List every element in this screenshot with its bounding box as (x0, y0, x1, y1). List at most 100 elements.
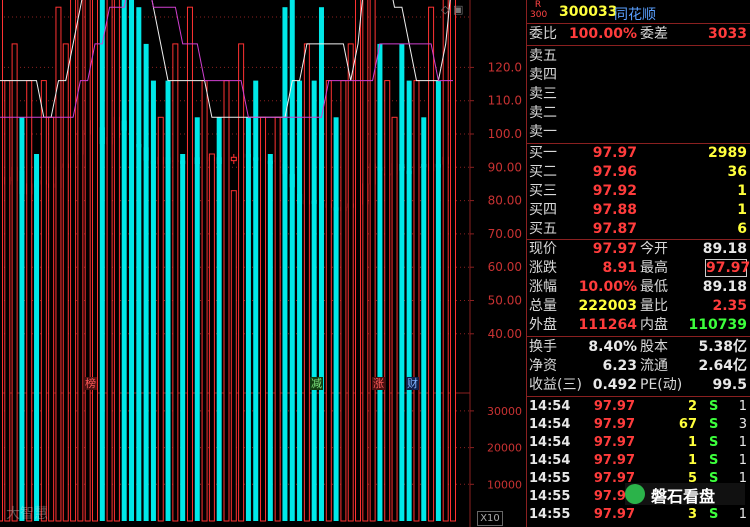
volume-bar (362, 0, 369, 522)
quote-label: 现价 (529, 241, 557, 257)
volume-bar (325, 80, 332, 522)
event-marker-cai[interactable]: 财 (406, 377, 419, 390)
stat-label: 净资 (529, 358, 557, 374)
buy-price: 97.92 (592, 183, 637, 199)
volume-bar (450, 0, 456, 522)
tick-count: 1 (738, 507, 747, 522)
watermark-text: 磐石看盘 (651, 487, 716, 506)
kline-chart[interactable]: 120.0 110.0 100.0 90.00 80.00 70.00 60.00 50.00… (0, 0, 525, 527)
volume-bar (428, 6, 435, 522)
stat-label: 股本 (640, 339, 668, 355)
tick-row: 14:55 97.97 3 S 1 (527, 506, 750, 524)
volume-bar (121, 0, 127, 522)
sell-row: 卖五 (527, 47, 750, 66)
stat-label: 流通 (640, 358, 668, 374)
tick-time: 14:55 (529, 507, 571, 522)
buy-row[interactable]: 买五 97.87 6 (527, 220, 750, 239)
tick-direction: S (709, 435, 719, 450)
volume-bar (406, 80, 412, 521)
tick-volume: 1 (687, 453, 697, 468)
volume-axis-label: 10000 (487, 478, 522, 491)
tick-volume: 3 (687, 507, 697, 522)
event-marker-bang[interactable]: 榜 (84, 377, 97, 390)
buy-row[interactable]: 买三 97.92 1 (527, 182, 750, 201)
quote-label: 内盘 (640, 317, 668, 333)
sell-label: 卖二 (529, 105, 557, 121)
volume-bar (260, 116, 267, 522)
quote-label: 最高 (640, 260, 668, 276)
quote-panel: R 300 300033 同花顺 委比 100.00% 委差 3033 卖五 卖… (526, 0, 750, 527)
volume-bar (347, 43, 354, 522)
sell-row: 卖二 (527, 104, 750, 123)
candle-body (230, 156, 237, 162)
tick-direction: S (709, 471, 719, 486)
quote-value: 10.00% (578, 279, 637, 295)
buy-price: 97.96 (592, 164, 637, 180)
volume-axis-label: 30000 (487, 405, 522, 418)
volume-bar (377, 43, 383, 522)
volume-bar (143, 43, 149, 522)
tick-row: 14:54 97.97 1 S 1 (527, 434, 750, 452)
volume-bar (129, 0, 135, 522)
quote-row: 外盘 111264 内盘 110739 (527, 316, 750, 335)
volume-multiplier-badge[interactable]: X10 (477, 511, 503, 526)
volume-bar (136, 7, 142, 521)
chart-toolbar-icons[interactable]: ◇ ▣ (441, 3, 464, 16)
volume-bar (201, 80, 208, 522)
price-axis-label: 100.0 (488, 127, 522, 141)
buy-label: 买一 (529, 145, 557, 161)
volume-bar (62, 43, 69, 522)
weibi-row: 委比 100.00% 委差 3033 (527, 25, 750, 44)
market-tag: R 300 (530, 0, 547, 20)
quote-row: 涨跌 8.91 最高 97.97 (527, 259, 750, 278)
stock-code[interactable]: 300033 (559, 4, 618, 20)
tick-direction: S (709, 507, 719, 522)
event-marker-zhang[interactable]: 涨 (372, 377, 385, 390)
tick-count: 1 (738, 435, 747, 450)
volume-bar (84, 0, 91, 522)
platform-watermark: 大智慧 (6, 506, 48, 522)
buy-row[interactable]: 买四 97.88 1 (527, 201, 750, 220)
buy-row[interactable]: 买二 97.96 36 (527, 163, 750, 182)
quote-label: 外盘 (529, 317, 557, 333)
divider (527, 45, 750, 46)
tick-price: 97.97 (593, 417, 635, 432)
tick-price: 97.97 (593, 399, 635, 414)
weibi-label: 委比 (529, 26, 557, 42)
price-axis-label: 90.00 (488, 160, 522, 174)
quote-row: 涨幅 10.00% 最低 89.18 (527, 278, 750, 297)
quote-label: 量比 (640, 298, 668, 314)
volume-bar (297, 80, 303, 521)
volume-axis-label: 20000 (487, 442, 522, 455)
sell-label: 卖四 (529, 67, 557, 83)
quote-value: 97.97 (592, 241, 637, 257)
volume-ma-line (0, 0, 451, 118)
volume-bar (413, 80, 420, 522)
event-marker-jian[interactable]: 减 (310, 377, 323, 390)
volume-bar (40, 80, 47, 522)
volume-bar (238, 43, 245, 522)
volume-bar (318, 7, 324, 521)
tick-time: 14:54 (529, 453, 571, 468)
stock-name[interactable]: 同花顺 (614, 7, 656, 23)
stat-label: 收益(三) (529, 377, 582, 393)
buy-price: 97.88 (592, 202, 637, 218)
buy-row[interactable]: 买一 97.97 2989 (527, 144, 750, 163)
price-axis-label: 70.00 (488, 227, 522, 241)
tick-row: 14:54 97.97 67 S 3 (527, 416, 750, 434)
price-axis-label: 60.00 (488, 260, 522, 274)
buy-volume: 36 (727, 164, 747, 180)
volume-bar (421, 117, 427, 522)
volume-bar (230, 190, 237, 522)
quote-value: 110739 (688, 317, 747, 333)
tick-price: 97.97 (593, 489, 635, 504)
tick-volume: 5 (687, 471, 697, 486)
market-tag-top: R (534, 0, 542, 10)
sell-row: 卖一 (527, 123, 750, 142)
price-axis-label: 80.00 (488, 194, 522, 208)
quote-label: 今开 (640, 241, 668, 257)
volume-bar (274, 116, 281, 522)
divider (527, 143, 750, 144)
buy-label: 买五 (529, 221, 557, 237)
volume-bar (26, 80, 33, 522)
